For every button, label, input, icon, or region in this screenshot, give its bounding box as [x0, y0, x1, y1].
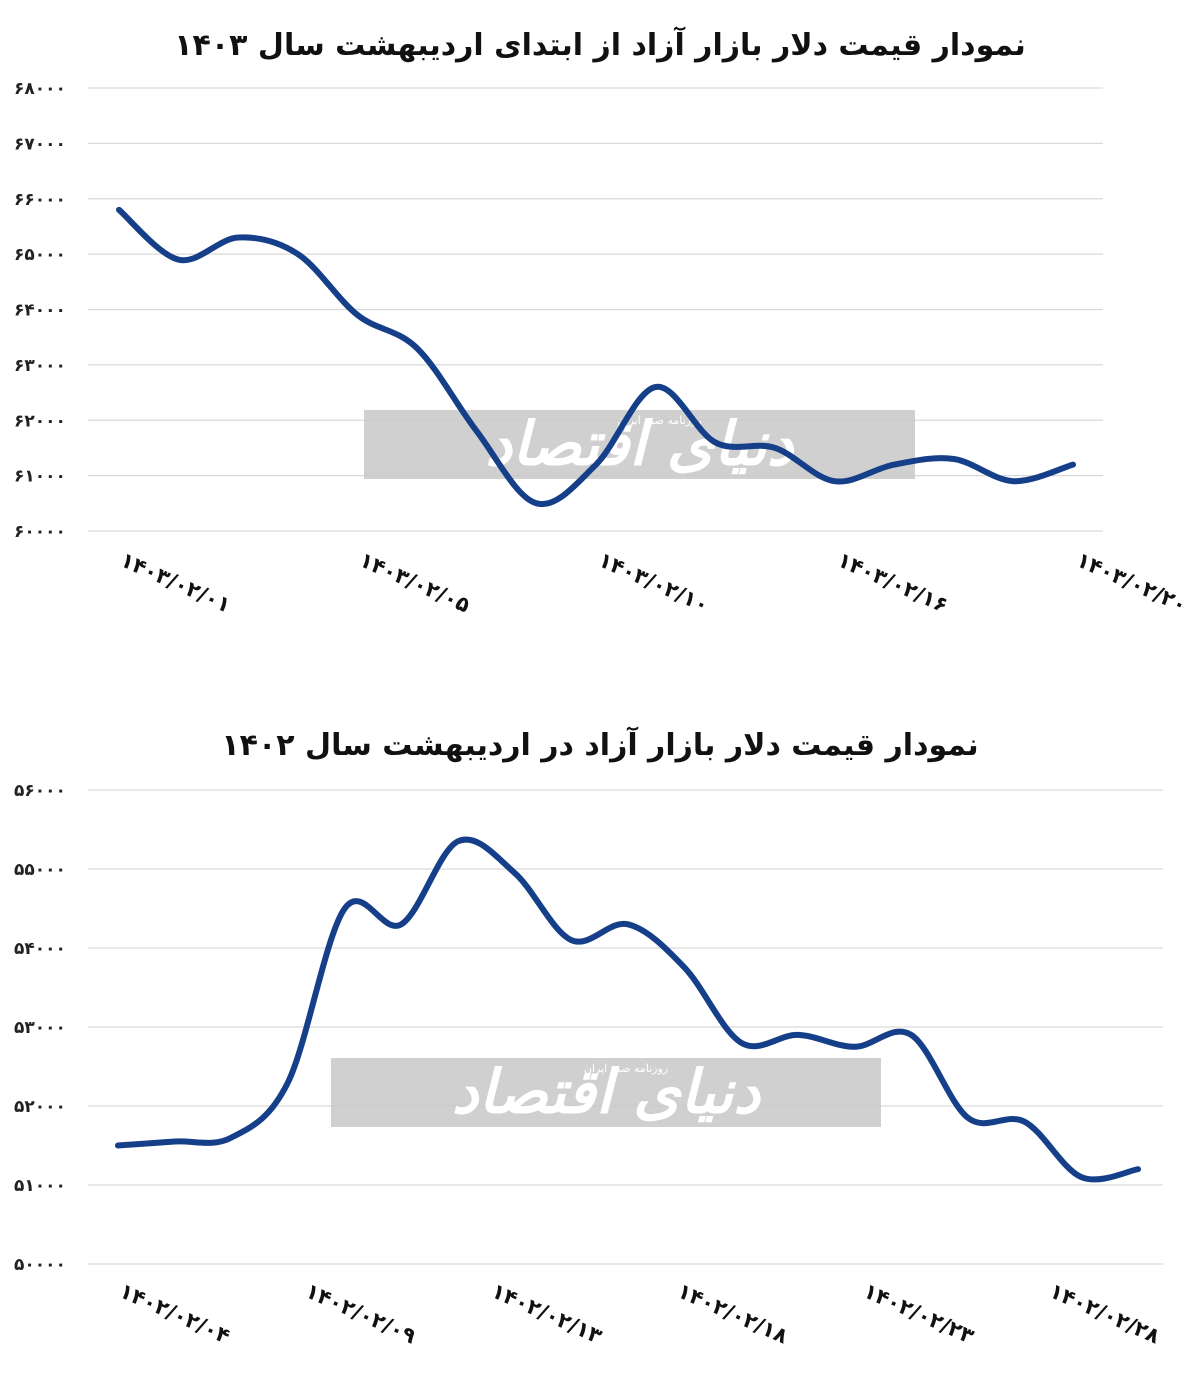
chart-title: نمودار قیمت دلار بازار آزاد در اردیبهشت …: [221, 728, 979, 763]
y-tick-label: ۵۵۰۰۰: [14, 860, 66, 880]
y-tick-label: ۶۴۰۰۰: [14, 301, 66, 321]
watermark-box: [364, 410, 915, 479]
x-tick-label: ۱۴۰۳/۰۲/۱۰: [595, 548, 712, 618]
x-tick-label: ۱۴۰۳/۰۲/۱۶: [834, 548, 951, 618]
watermark-tagline: روزنامه صبح ایران: [617, 414, 701, 427]
x-tick-label: ۱۴۰۳/۰۲/۰۱: [117, 548, 234, 618]
x-tick-label: ۱۴۰۲/۰۲/۲۸: [1046, 1279, 1164, 1349]
x-tick-label: ۱۴۰۲/۰۲/۰۴: [116, 1279, 234, 1349]
chart-title: نمودار قیمت دلار بازار آزاد از ابتدای ار…: [174, 28, 1026, 63]
y-tick-label: ۶۶۰۰۰: [14, 190, 66, 210]
y-tick-label: ۶۷۰۰۰: [14, 134, 66, 154]
x-tick-label: ۱۴۰۳/۰۲/۰۵: [356, 548, 474, 618]
y-tick-label: ۶۱۰۰۰: [14, 467, 66, 487]
chart-1403: نمودار قیمت دلار بازار آزاد از ابتدای ار…: [0, 0, 1200, 680]
x-tick-label: ۱۴۰۲/۰۲/۲۳: [860, 1279, 978, 1349]
x-tick-label: ۱۴۰۲/۰۲/۱۸: [674, 1279, 792, 1349]
series-line: [116, 206, 1076, 508]
chart-1403-plot: ۶۰۰۰۰ ۶۱۰۰۰ ۶۲۰۰۰ ۶۳۰۰۰ ۶۴۰۰۰ ۶۵۰۰۰ ۶۶۰۰۰ ۶۷۰۰۰…: [14, 79, 1190, 618]
y-tick-label: ۵۰۰۰۰: [14, 1255, 66, 1275]
watermark-box: [331, 1058, 881, 1127]
y-tick-label: ۶۳۰۰۰: [14, 356, 66, 376]
y-tick-label: ۶۲۰۰۰: [14, 411, 66, 431]
y-tick-label: ۵۱۰۰۰: [14, 1176, 66, 1196]
y-tick-label: ۶۵۰۰۰: [14, 245, 66, 265]
y-tick-label: ۶۰۰۰۰: [14, 522, 66, 542]
x-tick-label: ۱۴۰۲/۰۲/۰۹: [302, 1279, 420, 1349]
series-line: [115, 836, 1141, 1183]
watermark-brand: دنیای اقتصاد: [452, 1058, 761, 1128]
y-tick-label: ۵۶۰۰۰: [14, 781, 66, 801]
y-tick-label: ۶۸۰۰۰: [14, 79, 66, 99]
y-tick-label: ۵۳۰۰۰: [14, 1018, 66, 1038]
chart-1402: نمودار قیمت دلار بازار آزاد در اردیبهشت …: [0, 700, 1200, 1398]
chart-1402-plot: ۵۰۰۰۰ ۵۱۰۰۰ ۵۲۰۰۰ ۵۳۰۰۰ ۵۴۰۰۰ ۵۵۰۰۰ ۵۶۰۰۰ دنیای…: [14, 781, 1164, 1349]
y-tick-label: ۵۲۰۰۰: [14, 1097, 66, 1117]
y-tick-label: ۵۴۰۰۰: [14, 939, 66, 959]
x-tick-label: ۱۴۰۳/۰۲/۲۰: [1073, 548, 1190, 618]
x-tick-label: ۱۴۰۲/۰۲/۱۳: [488, 1279, 606, 1349]
watermark-tagline: روزنامه صبح ایران: [584, 1062, 668, 1075]
